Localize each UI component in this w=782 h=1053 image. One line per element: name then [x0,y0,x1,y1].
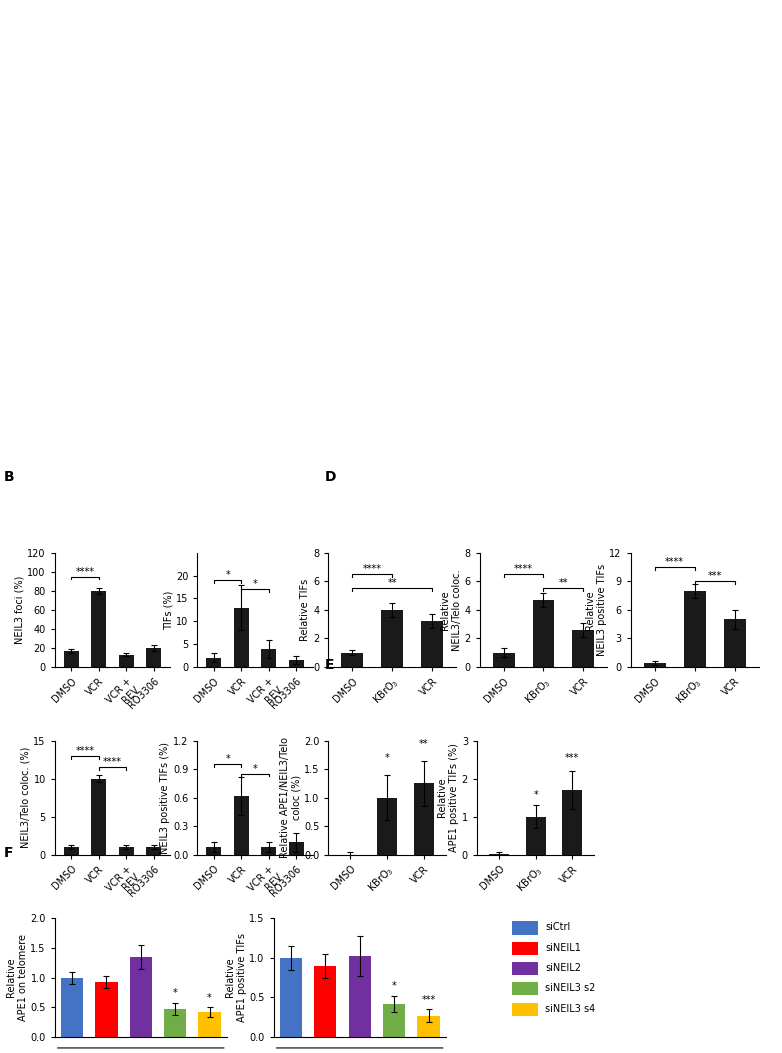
Bar [418,1016,439,1037]
Bar [261,649,276,667]
Bar [421,621,443,667]
Text: **: ** [419,739,429,749]
Y-axis label: Relative
APE1 positive TIFs (%): Relative APE1 positive TIFs (%) [437,743,459,852]
Text: *: * [225,754,230,764]
Bar [512,982,538,995]
Bar [199,1012,221,1037]
Text: siNEIL3 s4: siNEIL3 s4 [546,1004,596,1014]
Bar [206,847,221,855]
Y-axis label: NEIL3/Telo coloc. (%): NEIL3/Telo coloc. (%) [20,747,30,849]
Bar [493,653,515,667]
Bar [526,817,546,855]
Bar [91,778,106,855]
Bar [572,630,594,667]
Bar [130,956,152,1037]
Bar [234,608,249,667]
Bar [383,1004,405,1037]
Bar [723,619,745,667]
Text: ****: **** [103,757,122,768]
Bar [206,658,221,667]
Y-axis label: NEIL3 positive TIFs (%): NEIL3 positive TIFs (%) [160,741,170,854]
Text: D: D [325,471,336,484]
Bar [683,591,705,667]
Text: *: * [253,579,257,590]
Text: ***: *** [565,754,579,763]
Bar [164,1009,186,1037]
Y-axis label: Relative
APE1 positive TIFs: Relative APE1 positive TIFs [225,933,246,1022]
Bar [512,941,538,955]
Bar [95,981,117,1037]
Bar [342,653,364,667]
Bar [377,798,397,855]
Bar [644,663,665,667]
Text: siNEIL1: siNEIL1 [546,942,581,953]
Y-axis label: Relative TIFs: Relative TIFs [300,579,310,641]
Bar [289,660,304,667]
Y-axis label: Relative
NEIL3/Telo coloc.: Relative NEIL3/Telo coloc. [440,569,461,651]
Text: *: * [385,754,389,763]
Bar [289,842,304,855]
Text: F: F [4,846,13,860]
Text: *: * [207,993,212,1002]
Y-axis label: NEIL3 foci (%): NEIL3 foci (%) [14,576,24,644]
Text: ****: **** [75,746,95,756]
Y-axis label: Relative APE1/NEIL3/Telo
coloc (%): Relative APE1/NEIL3/Telo coloc (%) [280,737,301,858]
Text: siNEIL2: siNEIL2 [546,963,582,973]
Bar [280,957,302,1037]
Y-axis label: Relative
NEIL3 positive TIFs: Relative NEIL3 positive TIFs [585,563,607,656]
Bar [314,966,336,1037]
Bar [512,1002,538,1016]
Text: *: * [253,763,257,774]
Text: siNEIL3 s2: siNEIL3 s2 [546,984,596,993]
Text: **: ** [388,578,397,589]
Text: ***: *** [421,995,436,1005]
Bar [512,921,538,935]
Text: *: * [392,981,396,991]
Bar [119,847,134,855]
Bar [562,790,583,855]
Bar [63,651,79,667]
Bar [512,962,538,975]
Text: E: E [325,658,334,672]
Bar [261,847,276,855]
Bar [382,610,404,667]
Bar [349,956,371,1037]
Bar [234,796,249,855]
Y-axis label: TIFs (%): TIFs (%) [163,590,174,630]
Text: *: * [173,989,178,998]
Text: ****: **** [514,564,533,574]
Text: B: B [4,471,15,484]
Text: ****: **** [363,564,382,574]
Text: ***: *** [708,572,722,581]
Bar [63,847,79,855]
Text: *: * [533,790,538,799]
Text: siCtrl: siCtrl [546,922,571,932]
Bar [146,847,161,855]
Bar [61,977,83,1037]
Bar [146,648,161,667]
Bar [414,783,434,855]
Bar [119,655,134,667]
Text: ****: **** [665,557,684,568]
Text: *: * [225,571,230,580]
Bar [91,591,106,667]
Bar [533,600,554,667]
Text: **: ** [558,578,569,589]
Y-axis label: Relative
APE1 on telomere: Relative APE1 on telomere [6,934,27,1021]
Text: ****: **** [75,567,95,577]
